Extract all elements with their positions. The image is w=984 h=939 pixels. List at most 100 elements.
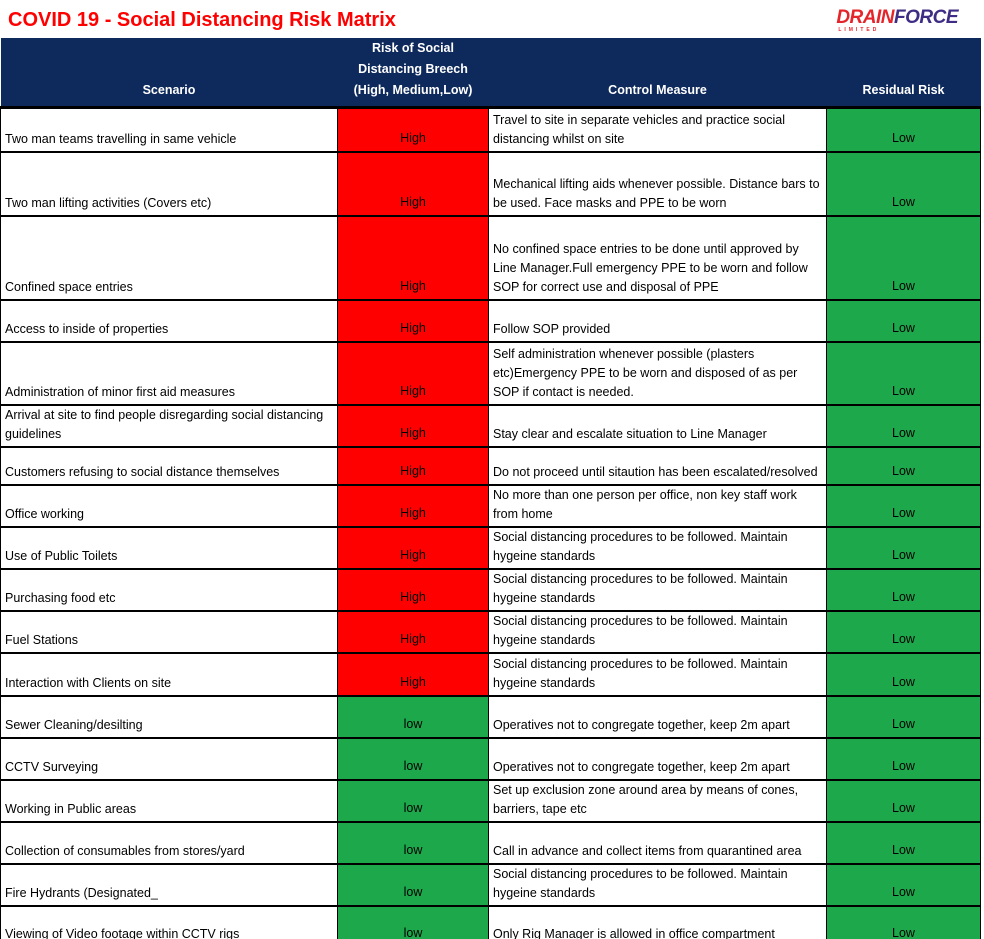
table-row: Two man lifting activities (Covers etc) … [0,150,981,217]
scenario-cell: Collection of consumables from stores/ya… [0,820,338,865]
risk-cell: High [337,340,489,406]
residual-risk-cell: Low [826,651,981,697]
risk-cell: low [337,736,489,781]
control-measure-cell: Social distancing procedures to be follo… [488,525,827,570]
risk-cell: High [337,106,489,153]
table-body: Two man teams travelling in same vehicle… [0,106,981,939]
residual-risk-cell: Low [826,340,981,406]
scenario-cell: Viewing of Video footage within CCTV rig… [0,904,338,939]
risk-cell: low [337,778,489,823]
risk-matrix-table: Scenario Risk of Social Distancing Breec… [0,38,981,939]
column-header-control-measure: Control Measure [488,38,827,108]
table-row: Fuel Stations High Social distancing pro… [0,609,981,654]
table-row: Administration of minor first aid measur… [0,340,981,406]
risk-cell: low [337,904,489,939]
residual-risk-cell: Low [826,150,981,217]
scenario-cell: CCTV Surveying [0,736,338,781]
control-measure-cell: Social distancing procedures to be follo… [488,567,827,612]
scenario-cell: Office working [0,483,338,528]
residual-risk-cell: Low [826,567,981,612]
residual-risk-cell: Low [826,525,981,570]
table-row: Office working High No more than one per… [0,483,981,528]
control-measure-cell: Social distancing procedures to be follo… [488,862,827,907]
control-measure-cell: Social distancing procedures to be follo… [488,609,827,654]
logo-wordmark: DRAINFORCE [836,8,958,27]
scenario-cell: Purchasing food etc [0,567,338,612]
table-row: Fire Hydrants (Designated_ low Social di… [0,862,981,907]
control-measure-cell: Set up exclusion zone around area by mea… [488,778,827,823]
scenario-cell: Two man teams travelling in same vehicle [0,106,338,153]
risk-cell: High [337,403,489,448]
residual-risk-cell: Low [826,106,981,153]
control-measure-cell: Stay clear and escalate situation to Lin… [488,403,827,448]
residual-risk-cell: Low [826,214,981,301]
scenario-cell: Working in Public areas [0,778,338,823]
table-row: Collection of consumables from stores/ya… [0,820,981,865]
header-row: Scenario Risk of Social Distancing Breec… [0,38,981,108]
table-row: Use of Public Toilets High Social distan… [0,525,981,570]
scenario-cell: Arrival at site to find people disregard… [0,403,338,448]
residual-risk-cell: Low [826,445,981,486]
logo-drain-text: DRAIN [836,6,894,28]
column-header-risk: Risk of Social Distancing Breech (High, … [337,38,489,108]
residual-risk-cell: Low [826,820,981,865]
risk-cell: High [337,567,489,612]
scenario-cell: Two man lifting activities (Covers etc) [0,150,338,217]
table-row: Viewing of Video footage within CCTV rig… [0,904,981,939]
control-measure-cell: No confined space entries to be done unt… [488,214,827,301]
logo-limited-text: LIMITED [838,26,880,33]
risk-cell: High [337,483,489,528]
residual-risk-cell: Low [826,403,981,448]
scenario-cell: Access to inside of properties [0,298,338,343]
risk-cell: low [337,862,489,907]
risk-cell: low [337,820,489,865]
residual-risk-cell: Low [826,736,981,781]
scenario-cell: Use of Public Toilets [0,525,338,570]
scenario-cell: Administration of minor first aid measur… [0,340,338,406]
logo-force-text: FORCE [894,6,959,28]
risk-cell: low [337,694,489,739]
residual-risk-cell: Low [826,862,981,907]
table-header: Scenario Risk of Social Distancing Breec… [0,38,981,108]
page-title: COVID 19 - Social Distancing Risk Matrix [8,8,396,31]
risk-cell: High [337,150,489,217]
risk-cell: High [337,525,489,570]
scenario-cell: Fuel Stations [0,609,338,654]
table-row: Arrival at site to find people disregard… [0,403,981,448]
scenario-cell: Interaction with Clients on site [0,651,338,697]
control-measure-cell: Follow SOP provided [488,298,827,343]
table-row: Customers refusing to social distance th… [0,445,981,486]
residual-risk-cell: Low [826,694,981,739]
control-measure-cell: Mechanical lifting aids whenever possibl… [488,150,827,217]
scenario-cell: Customers refusing to social distance th… [0,445,338,486]
residual-risk-cell: Low [826,609,981,654]
table-row: Working in Public areas low Set up exclu… [0,778,981,823]
scenario-cell: Confined space entries [0,214,338,301]
table-row: Two man teams travelling in same vehicle… [0,106,981,153]
table-row: Access to inside of properties High Foll… [0,298,981,343]
risk-cell: High [337,445,489,486]
scenario-cell: Sewer Cleaning/desilting [0,694,338,739]
residual-risk-cell: Low [826,483,981,528]
control-measure-cell: Do not proceed until sitaution has been … [488,445,827,486]
table-row: Confined space entries High No confined … [0,214,981,301]
table-row: Purchasing food etc High Social distanci… [0,567,981,612]
residual-risk-cell: Low [826,298,981,343]
company-logo: DRAINFORCE LIMITED [836,8,958,33]
table-row: Sewer Cleaning/desilting low Operatives … [0,694,981,739]
table-row: Interaction with Clients on site High So… [0,651,981,697]
risk-cell: High [337,298,489,343]
risk-cell: High [337,214,489,301]
risk-cell: High [337,651,489,697]
control-measure-cell: Social distancing procedures to be follo… [488,651,827,697]
control-measure-cell: Operatives not to congregate together, k… [488,694,827,739]
scenario-cell: Fire Hydrants (Designated_ [0,862,338,907]
risk-cell: High [337,609,489,654]
table-row: CCTV Surveying low Operatives not to con… [0,736,981,781]
control-measure-cell: Operatives not to congregate together, k… [488,736,827,781]
column-header-scenario: Scenario [0,38,338,108]
control-measure-cell: Travel to site in separate vehicles and … [488,106,827,153]
column-header-residual-risk: Residual Risk [826,38,981,108]
control-measure-cell: Only Rig Manager is allowed in office co… [488,904,827,939]
